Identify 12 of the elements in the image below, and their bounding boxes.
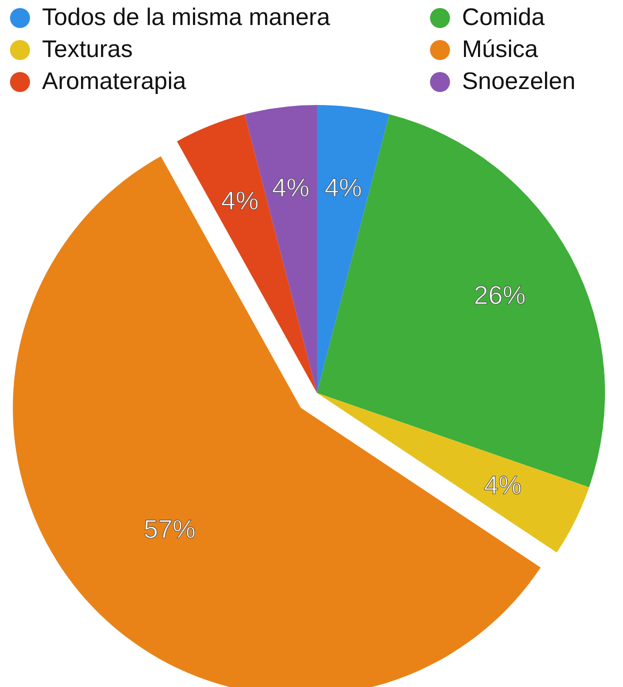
legend-label: Aromaterapia <box>42 68 186 96</box>
legend-label: Comida <box>462 4 545 32</box>
data-label: 4% <box>484 470 522 500</box>
data-label: 26% <box>474 280 526 310</box>
data-label: 57% <box>144 514 196 544</box>
legend-label: Música <box>462 36 538 64</box>
legend-label: Snoezelen <box>462 68 576 96</box>
legend-label: Todos de la misma manera <box>42 4 330 32</box>
data-label: 4% <box>272 172 310 202</box>
data-label: 4% <box>221 185 259 216</box>
data-label: 4% <box>324 172 362 202</box>
legend-label: Texturas <box>42 36 133 64</box>
